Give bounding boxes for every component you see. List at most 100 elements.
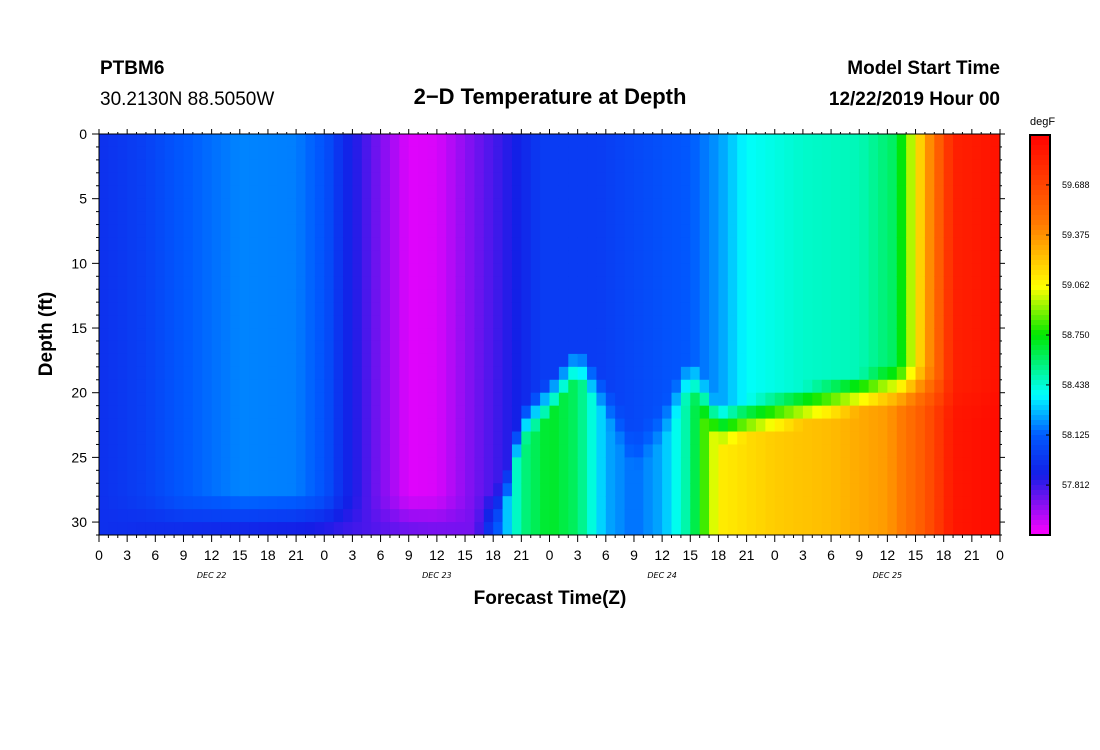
heatmap-cell: [305, 289, 316, 303]
heatmap-cell: [831, 392, 842, 407]
heatmap-cell: [671, 340, 682, 355]
heatmap-cell: [577, 353, 588, 368]
heatmap-cell: [455, 457, 466, 471]
heatmap-cell: [737, 328, 748, 342]
heatmap-cell: [530, 237, 541, 252]
heatmap-cell: [136, 405, 147, 420]
heatmap-cell: [465, 185, 476, 200]
heatmap-cell: [709, 315, 720, 329]
heatmap-cell: [840, 211, 851, 226]
heatmap-cell: [324, 366, 335, 381]
heatmap-cell: [755, 353, 766, 368]
heatmap-cell: [333, 146, 344, 161]
heatmap-cell: [502, 431, 513, 446]
heatmap-cell: [540, 276, 551, 290]
heatmap-cell: [296, 405, 307, 420]
heatmap-cell: [164, 224, 175, 239]
heatmap-cell: [455, 496, 466, 510]
heatmap-cell: [380, 328, 391, 342]
heatmap-cell: [145, 431, 156, 446]
heatmap-cell: [333, 276, 344, 290]
heatmap-cell: [371, 134, 382, 148]
heatmap-cell: [802, 263, 813, 277]
heatmap-cell: [371, 483, 382, 497]
heatmap-cell: [802, 522, 813, 535]
heatmap-cell: [887, 289, 898, 303]
heatmap-cell: [915, 340, 926, 355]
heatmap-cell: [709, 470, 720, 484]
heatmap-cell: [896, 198, 907, 213]
heatmap-cell: [577, 431, 588, 446]
heatmap-cell: [230, 134, 241, 148]
heatmap-cell: [389, 198, 400, 213]
heatmap-cell: [371, 289, 382, 303]
heatmap-cell: [587, 340, 598, 355]
heatmap-cell: [633, 392, 644, 407]
heatmap-cell: [896, 340, 907, 355]
x-axis-title: Forecast Time(Z): [474, 588, 627, 609]
heatmap-cell: [324, 431, 335, 446]
heatmap-cell: [277, 159, 288, 174]
heatmap-cell: [389, 302, 400, 316]
heatmap-cell: [953, 159, 964, 174]
heatmap-cell: [943, 522, 954, 535]
heatmap-cell: [436, 392, 447, 407]
heatmap-cell: [174, 302, 185, 316]
heatmap-cell: [511, 353, 522, 368]
heatmap-cell: [915, 483, 926, 497]
heatmap-cell: [924, 250, 935, 264]
colorbar-segment: [1030, 225, 1050, 231]
heatmap-cell: [953, 353, 964, 368]
heatmap-cell: [521, 302, 532, 316]
heatmap-cell: [174, 263, 185, 277]
heatmap-cell: [765, 250, 776, 264]
heatmap-cell: [849, 289, 860, 303]
heatmap-cell: [249, 185, 260, 200]
heatmap-cell: [915, 159, 926, 174]
heatmap-cell: [821, 366, 832, 381]
heatmap-cell: [981, 483, 992, 497]
heatmap-cell: [812, 172, 823, 187]
heatmap-cell: [286, 470, 297, 484]
heatmap-cell: [483, 159, 494, 174]
heatmap-cell: [577, 263, 588, 277]
heatmap-cell: [108, 185, 119, 200]
heatmap-cell: [371, 159, 382, 174]
heatmap-cell: [877, 185, 888, 200]
heatmap-cell: [699, 134, 710, 148]
heatmap-cell: [765, 340, 776, 355]
heatmap-cell: [596, 315, 607, 329]
heatmap-cell: [680, 211, 691, 226]
heatmap-cell: [117, 470, 128, 484]
heatmap-cell: [784, 263, 795, 277]
heatmap-cell: [446, 328, 457, 342]
heatmap-cell: [511, 172, 522, 187]
heatmap-cell: [680, 522, 691, 535]
colorbar-segment: [1030, 310, 1050, 316]
heatmap-cell: [465, 444, 476, 458]
heatmap-cell: [802, 315, 813, 329]
heatmap-cell: [117, 405, 128, 420]
heatmap-cell: [652, 509, 663, 523]
heatmap-cell: [324, 457, 335, 471]
heatmap-cell: [183, 496, 194, 510]
heatmap-cell: [408, 431, 419, 446]
heatmap-cell: [821, 405, 832, 420]
heatmap-cell: [474, 276, 485, 290]
heatmap-cell: [746, 211, 757, 226]
heatmap-cell: [877, 496, 888, 510]
heatmap-cell: [174, 509, 185, 523]
heatmap-cell: [239, 289, 250, 303]
heatmap-cell: [680, 353, 691, 368]
heatmap-cell: [174, 444, 185, 458]
heatmap-cell: [605, 457, 616, 471]
heatmap-cell: [924, 237, 935, 252]
heatmap-cell: [784, 198, 795, 213]
heatmap-cell: [924, 496, 935, 510]
heatmap-cell: [615, 340, 626, 355]
heatmap-cell: [615, 418, 626, 433]
heatmap-cell: [718, 522, 729, 535]
heatmap-cell: [784, 276, 795, 290]
heatmap-cell: [859, 353, 870, 368]
heatmap-cell: [427, 237, 438, 252]
